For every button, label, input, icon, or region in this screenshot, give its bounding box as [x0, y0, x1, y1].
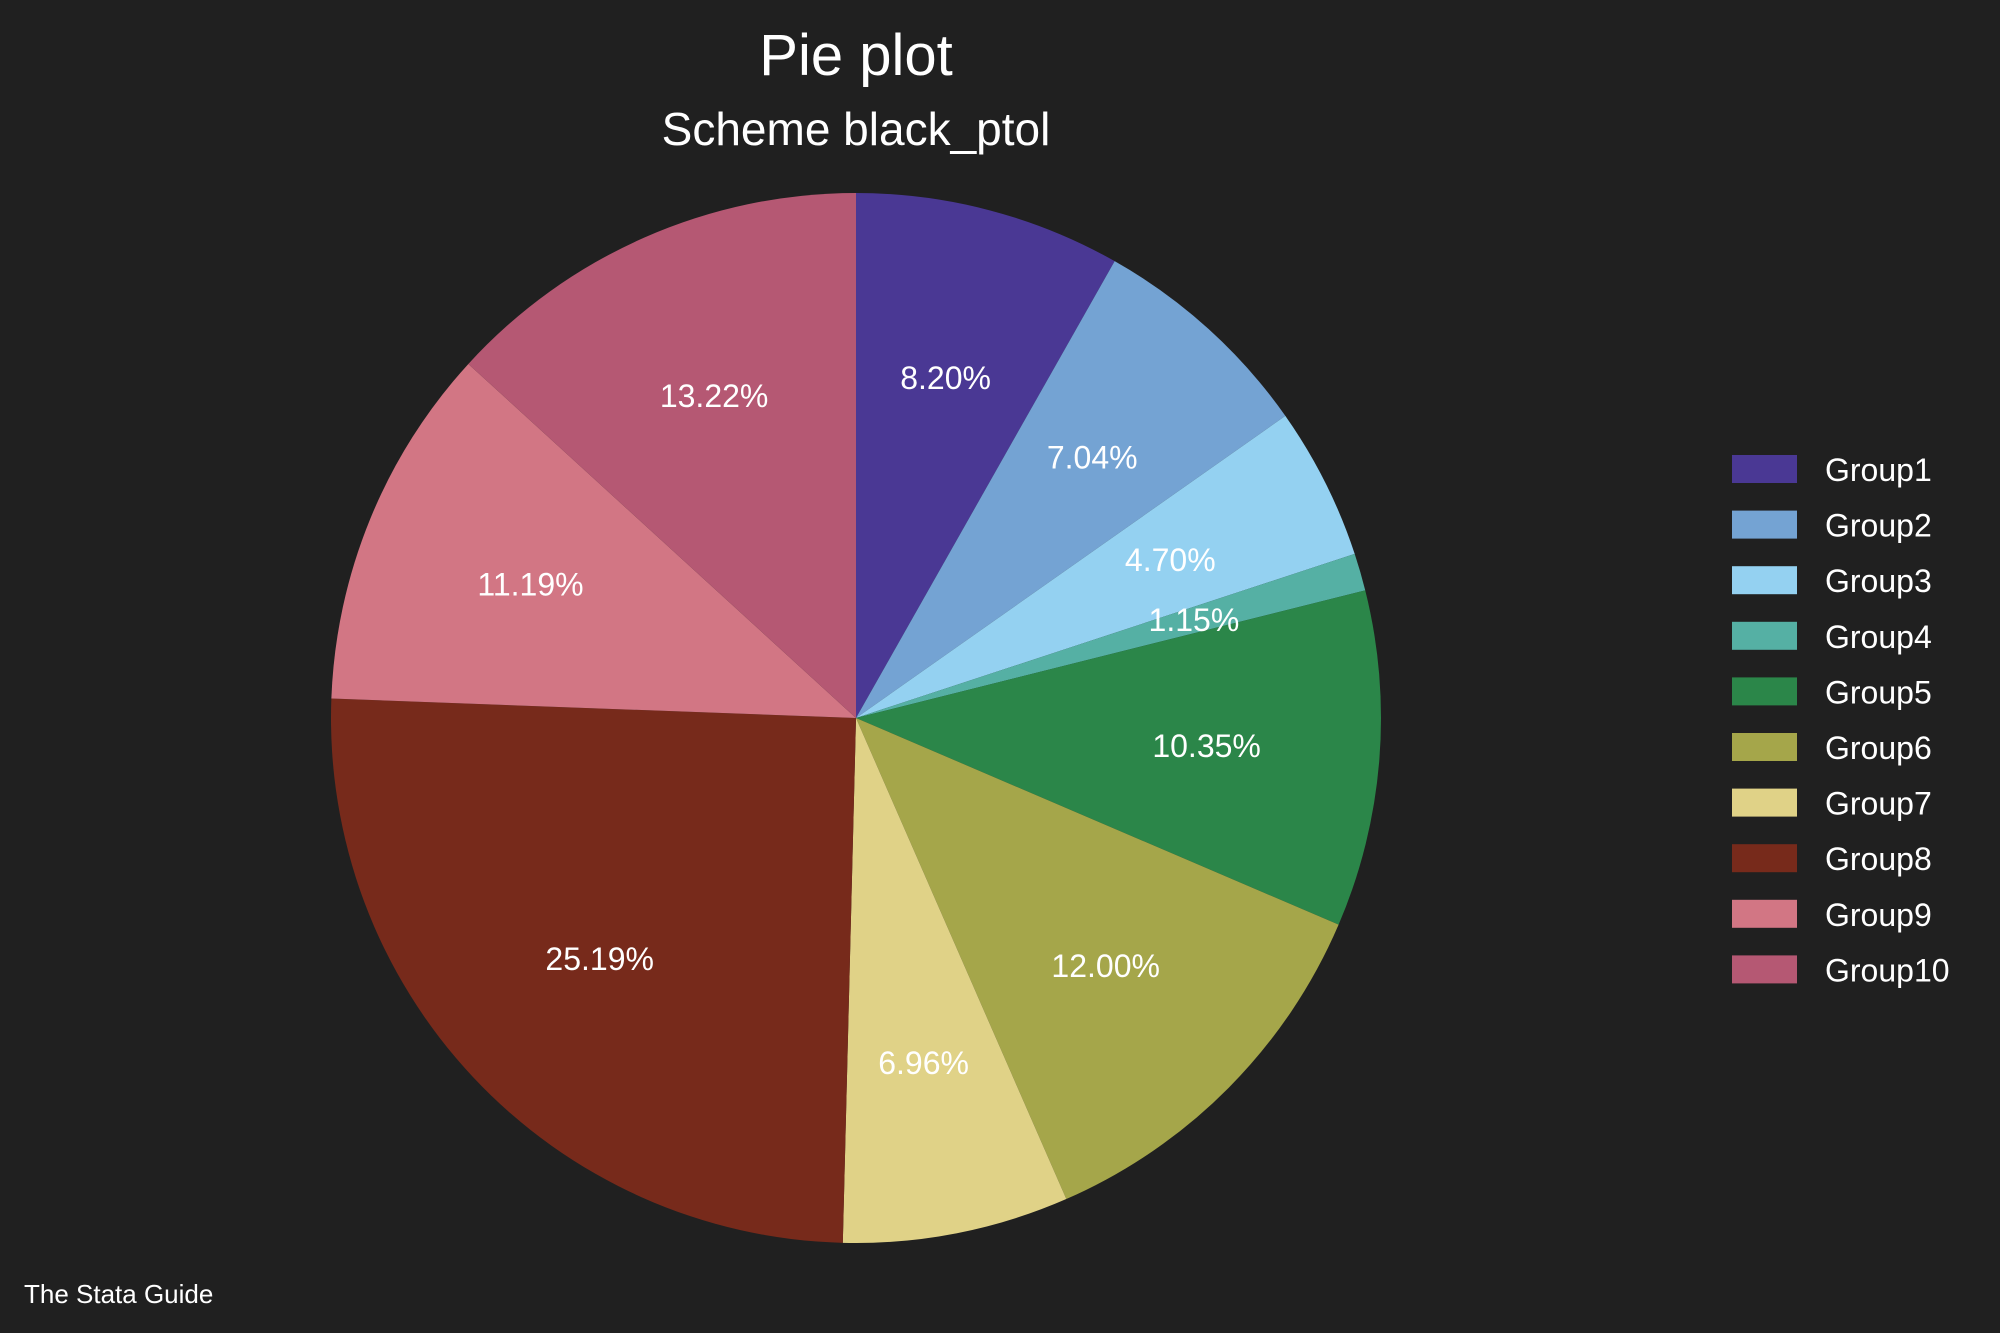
pie-slice-group7 [842, 718, 1067, 1243]
legend-item-group10: Group10 [1732, 952, 1950, 988]
legend-swatch-group5 [1732, 677, 1797, 706]
slice-label-group2: 7.04% [1047, 439, 1138, 475]
pie-slice-group10 [468, 193, 856, 718]
legend-swatch-group3 [1732, 566, 1797, 595]
legend-swatch-group10 [1732, 955, 1797, 984]
legend-item-group6: Group6 [1732, 730, 1932, 766]
chart-note: The Stata Guide [24, 1279, 213, 1309]
legend-label-group2: Group2 [1825, 508, 1932, 544]
slice-label-group7: 6.96% [878, 1045, 969, 1081]
legend-item-group7: Group7 [1732, 786, 1932, 822]
legend-swatch-group4 [1732, 621, 1797, 650]
legend-swatch-group6 [1732, 733, 1797, 761]
pie-slice-group3 [856, 415, 1355, 718]
slice-label-group4: 1.15% [1149, 602, 1240, 638]
legend-label-group3: Group3 [1825, 563, 1932, 599]
legend-swatch-group8 [1732, 844, 1797, 873]
legend-swatch-group2 [1732, 510, 1797, 539]
legend-item-group9: Group9 [1732, 897, 1932, 933]
slice-label-group1: 8.20% [900, 360, 991, 396]
pie-slice-group9 [331, 363, 856, 718]
pie-slice-group5 [856, 590, 1381, 925]
pie-slice-group2 [856, 261, 1286, 718]
legend-label-group9: Group9 [1825, 897, 1932, 933]
slice-label-group9: 11.19% [477, 567, 583, 603]
legend-swatch-group7 [1732, 788, 1797, 817]
pie-slices [330, 193, 1381, 1243]
legend-swatch-group1 [1732, 455, 1797, 483]
slice-label-group8: 25.19% [545, 941, 654, 977]
legend-item-group2: Group2 [1732, 508, 1932, 544]
legend-label-group10: Group10 [1825, 952, 1950, 988]
slice-label-group3: 4.70% [1125, 542, 1216, 578]
legend-label-group5: Group5 [1825, 674, 1932, 710]
legend-label-group6: Group6 [1825, 730, 1932, 766]
legend-item-group4: Group4 [1732, 619, 1932, 655]
legend-label-group1: Group1 [1825, 452, 1932, 488]
legend-swatch-group9 [1732, 899, 1797, 928]
chart-subtitle: Scheme black_ptol [662, 103, 1051, 155]
slice-label-group5: 10.35% [1152, 728, 1261, 764]
legend-label-group8: Group8 [1825, 841, 1932, 877]
pie-slice-group4 [856, 553, 1366, 718]
pie-slice-labels: 8.20% 7.04% 4.70% 1.15% 10.35% 12.00% 6.96% 25.… [477, 360, 1260, 1081]
pie-slice-group6 [856, 718, 1339, 1200]
slice-label-group10: 13.22% [660, 378, 769, 414]
legend-label-group7: Group7 [1825, 786, 1932, 822]
legend: Group1 Group2 Group3 Group4 Group5 Group6 Grou… [1732, 452, 1950, 988]
chart-title: Pie plot [759, 23, 952, 88]
legend-item-group1: Group1 [1732, 452, 1932, 488]
legend-label-group4: Group4 [1825, 619, 1932, 655]
pie-slice-group1 [856, 193, 1115, 718]
slice-label-group6: 12.00% [1051, 948, 1160, 984]
legend-item-group5: Group5 [1732, 674, 1932, 710]
legend-item-group8: Group8 [1732, 841, 1932, 877]
pie-slice-group8 [330, 698, 857, 1243]
legend-item-group3: Group3 [1732, 563, 1932, 599]
